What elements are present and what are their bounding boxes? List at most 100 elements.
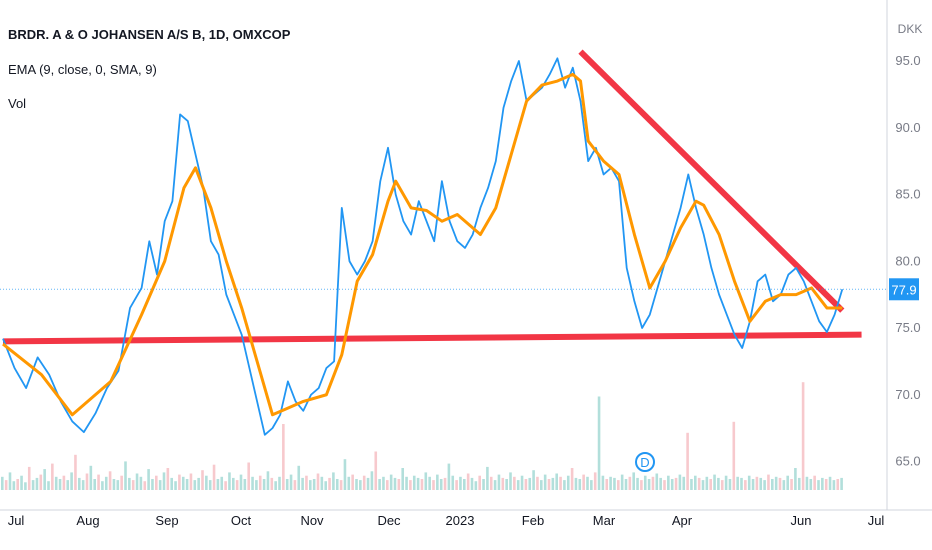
volume-bar bbox=[262, 479, 266, 490]
volume-bar bbox=[393, 477, 397, 490]
volume-bar bbox=[474, 481, 478, 490]
volume-bar bbox=[8, 472, 12, 490]
volume-bar bbox=[224, 481, 227, 490]
volume-bar bbox=[382, 476, 385, 490]
price-axis[interactable]: DKK 95.0 90.0 85.0 80.0 75.0 70.0 65.0 77.9 bbox=[889, 22, 922, 469]
volume-bar bbox=[720, 480, 724, 490]
volume-bar bbox=[767, 474, 770, 490]
price-line bbox=[2, 57, 844, 436]
volume-bar bbox=[116, 480, 120, 490]
volume-bar bbox=[89, 465, 93, 490]
volume-bar bbox=[828, 476, 832, 490]
volume-bar bbox=[131, 480, 135, 490]
volume-bar bbox=[208, 480, 212, 490]
volume-bar bbox=[801, 382, 805, 490]
volume-bar bbox=[335, 479, 339, 490]
volume-bar bbox=[628, 476, 632, 490]
volume-bar bbox=[189, 473, 193, 490]
volume-bar bbox=[478, 475, 481, 490]
volume-bar bbox=[755, 476, 759, 490]
volume-bar bbox=[832, 480, 836, 490]
volume-bar bbox=[301, 477, 304, 490]
volume-bar bbox=[12, 481, 16, 490]
volume-bar bbox=[389, 474, 393, 490]
y-tick-label: 85.0 bbox=[895, 187, 920, 202]
volume-bar bbox=[104, 476, 108, 490]
volume-bar bbox=[740, 477, 743, 490]
volume-indicator-label[interactable]: Vol bbox=[8, 96, 27, 111]
volume-bar bbox=[432, 480, 435, 490]
volume-bar bbox=[378, 479, 381, 490]
volume-bar bbox=[162, 472, 166, 490]
volume-bar bbox=[97, 474, 100, 490]
volume-bar bbox=[536, 476, 539, 490]
volume-bar bbox=[482, 479, 485, 490]
volume-bar bbox=[447, 463, 451, 490]
x-tick-label: Jul bbox=[868, 513, 885, 528]
volume-bars bbox=[1, 382, 843, 490]
volume-bar bbox=[366, 477, 370, 490]
volume-bar bbox=[424, 472, 428, 490]
volume-bar bbox=[216, 479, 220, 490]
volume-bar bbox=[332, 472, 335, 490]
volume-bar bbox=[840, 477, 843, 490]
symbol-title[interactable]: BRDR. A & O JOHANSEN A/S B, 1D, OMXCOP bbox=[8, 27, 291, 42]
volume-bar bbox=[43, 469, 46, 490]
volume-bar bbox=[20, 475, 23, 490]
volume-bar bbox=[824, 479, 828, 490]
volume-bar bbox=[416, 477, 420, 490]
volume-bar bbox=[1, 476, 4, 490]
volume-bar bbox=[228, 472, 231, 490]
volume-bar bbox=[509, 472, 512, 490]
volume-bar bbox=[705, 476, 709, 490]
volume-bar bbox=[409, 480, 412, 490]
y-tick-label: 80.0 bbox=[895, 253, 920, 268]
volume-bar bbox=[543, 474, 547, 490]
volume-bar bbox=[27, 466, 31, 490]
volume-bar bbox=[397, 479, 401, 490]
volume-bar bbox=[178, 474, 181, 490]
volume-bar bbox=[297, 465, 301, 490]
volume-bar bbox=[736, 476, 739, 490]
volume-bar bbox=[794, 468, 797, 490]
volume-bar bbox=[667, 475, 670, 490]
volume-bar bbox=[312, 479, 316, 490]
volume-bar bbox=[663, 480, 666, 490]
volume-bar bbox=[285, 479, 289, 490]
volume-bar bbox=[47, 481, 50, 490]
volume-bar bbox=[617, 480, 620, 490]
x-tick-label: Aug bbox=[76, 513, 99, 528]
volume-bar bbox=[651, 476, 655, 490]
currency-label: DKK bbox=[898, 22, 923, 36]
volume-bar bbox=[24, 482, 27, 490]
volume-bar bbox=[821, 477, 824, 490]
volume-bar bbox=[809, 479, 813, 490]
x-tick-label: Sep bbox=[155, 513, 178, 528]
ema-indicator-label[interactable]: EMA (9, close, 0, SMA, 9) bbox=[8, 62, 157, 77]
volume-bar bbox=[682, 476, 686, 490]
volume-bar bbox=[670, 479, 674, 490]
x-tick-label: Feb bbox=[522, 513, 544, 528]
trendlines bbox=[2, 49, 862, 345]
volume-bar bbox=[124, 461, 127, 490]
volume-bar bbox=[470, 477, 474, 490]
volume-bar bbox=[790, 479, 793, 490]
dividend-marker[interactable] bbox=[635, 452, 655, 472]
volume-bar bbox=[66, 480, 70, 490]
volume-bar bbox=[235, 480, 239, 490]
volume-bar bbox=[655, 473, 659, 490]
volume-bar bbox=[586, 476, 589, 490]
volume-bar bbox=[771, 479, 774, 490]
volume-bar bbox=[328, 477, 331, 490]
volume-bar bbox=[170, 477, 173, 490]
dividend-marker-group: D bbox=[635, 452, 655, 472]
volume-bar bbox=[566, 475, 570, 490]
dividend-marker-label: D bbox=[640, 455, 649, 470]
volume-bar bbox=[763, 480, 766, 490]
volume-bar bbox=[613, 477, 616, 490]
volume-bar bbox=[81, 480, 85, 490]
time-axis[interactable]: Jul Aug Sep Oct Nov Dec 2023 Feb Mar Apr Jun Jul bbox=[8, 513, 885, 528]
volume-bar bbox=[212, 464, 216, 490]
